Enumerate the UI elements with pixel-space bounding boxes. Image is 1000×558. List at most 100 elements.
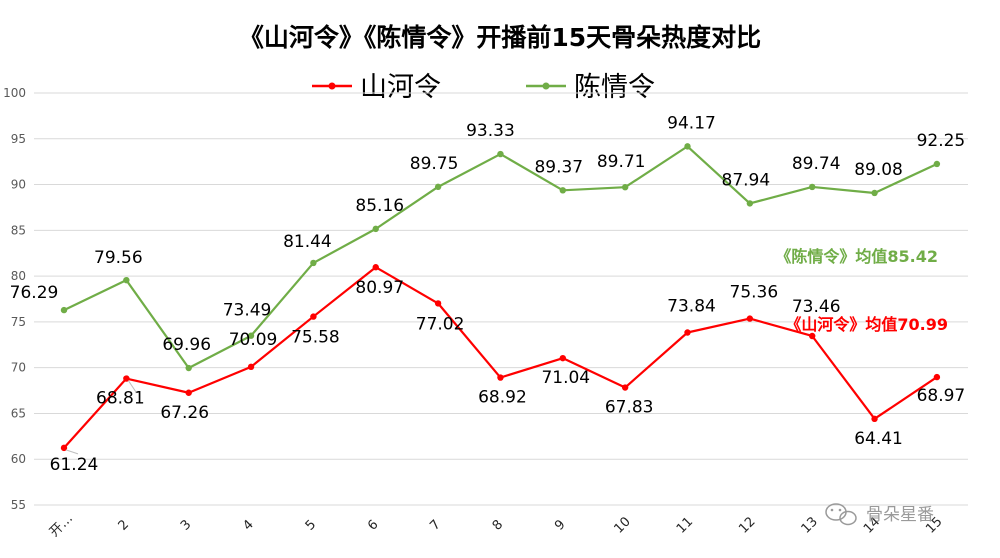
x-tick-label: 7 [427, 517, 443, 533]
data-label: 92.25 [917, 131, 966, 151]
data-label: 76.29 [10, 283, 59, 303]
data-label: 89.75 [410, 154, 459, 174]
data-label: 77.02 [416, 314, 465, 334]
legend-marker-shanheling [328, 82, 336, 90]
y-tick-label: 95 [11, 132, 26, 146]
chart-title: 《山河令》《陈情令》开播前15天骨朵热度对比 [239, 23, 761, 52]
data-point [497, 374, 504, 381]
leader-line [65, 449, 79, 455]
data-point [123, 276, 130, 284]
data-label: 71.04 [541, 368, 590, 388]
y-tick-label: 70 [11, 361, 26, 375]
data-label: 73.46 [792, 297, 841, 317]
leader-line [127, 380, 137, 393]
data-label: 75.36 [730, 283, 779, 303]
data-point [871, 415, 878, 423]
x-axis: 开… 2 3 4 5 6 7 8 9 10 11 12 13 14 15 [47, 511, 946, 540]
data-point [871, 189, 878, 197]
data-point [372, 264, 379, 271]
data-label: 94.17 [667, 113, 716, 133]
y-tick-label: 75 [11, 315, 26, 329]
average-label-chenqingling: 《陈情令》均值85.42 [775, 247, 938, 266]
data-point [746, 200, 754, 207]
watermark-text: 骨朵星番 [866, 505, 934, 525]
data-point [621, 184, 629, 191]
data-point [559, 187, 566, 194]
data-point [60, 306, 68, 314]
data-point [434, 183, 442, 191]
data-point [185, 364, 192, 372]
data-label: 67.26 [160, 403, 209, 423]
legend-label-shanheling: 山河令 [360, 72, 441, 103]
series-lines [60, 143, 941, 452]
x-tick-label: 开… [47, 511, 76, 540]
data-label: 68.97 [917, 386, 966, 406]
data-label: 87.94 [722, 170, 771, 190]
data-point [621, 384, 629, 391]
legend: 山河令 陈情令 [312, 72, 655, 103]
data-label: 67.83 [605, 398, 654, 418]
y-tick-label: 60 [11, 452, 26, 466]
data-label: 80.97 [355, 278, 404, 298]
data-label: 79.56 [94, 248, 143, 268]
legend-label-chenqingling: 陈情令 [574, 72, 655, 103]
data-label: 61.24 [50, 455, 99, 475]
data-point [247, 363, 255, 371]
data-label: 75.58 [291, 328, 340, 348]
y-tick-label: 90 [11, 178, 26, 192]
data-label: 68.92 [478, 388, 527, 408]
y-tick-label: 55 [11, 498, 26, 512]
data-label: 89.74 [792, 154, 841, 174]
wechat-icon [825, 503, 857, 526]
x-tick-label: 12 [736, 514, 758, 536]
x-tick-label: 4 [240, 517, 256, 533]
y-tick-label: 85 [11, 223, 26, 237]
data-point [310, 259, 317, 267]
data-point [310, 313, 317, 320]
x-tick-label: 6 [365, 517, 381, 533]
x-tick-label: 5 [303, 517, 319, 533]
data-point [185, 389, 192, 396]
data-label: 89.08 [854, 160, 903, 180]
data-point [809, 183, 816, 191]
legend-marker-chenqingling [542, 82, 550, 90]
data-label: 93.33 [466, 121, 515, 141]
data-label: 70.09 [229, 330, 278, 350]
data-point [684, 143, 691, 150]
y-tick-label: 65 [11, 406, 26, 420]
data-point [372, 225, 379, 233]
data-label: 89.71 [597, 152, 646, 172]
x-tick-label: 8 [490, 517, 506, 533]
watermark: 骨朵星番 [825, 503, 934, 526]
data-point [933, 160, 941, 168]
data-label: 64.41 [854, 429, 903, 449]
data-point [60, 444, 68, 452]
data-label: 89.37 [534, 157, 583, 177]
x-tick-label: 9 [552, 517, 568, 533]
data-point [434, 300, 442, 307]
data-point [247, 332, 255, 339]
data-point [123, 375, 130, 382]
data-point [559, 354, 566, 362]
data-label: 85.16 [355, 196, 404, 216]
data-point [497, 150, 504, 158]
data-label: 68.81 [96, 389, 145, 409]
data-labels: 61.24 68.81 67.26 70.09 75.58 80.97 77.02 68.92… [10, 113, 966, 474]
x-tick-label: 11 [674, 514, 696, 536]
data-label: 73.84 [667, 297, 716, 317]
data-point [746, 315, 754, 322]
average-label-shanheling: 《山河令》均值70.99 [785, 315, 948, 334]
x-tick-label: 3 [178, 517, 194, 533]
data-label: 73.49 [223, 301, 272, 321]
x-tick-label: 13 [799, 514, 821, 536]
data-label: 69.96 [162, 335, 211, 355]
data-label: 81.44 [283, 232, 332, 252]
data-point [684, 329, 691, 336]
x-tick-label: 10 [612, 514, 634, 536]
y-tick-label: 80 [11, 269, 26, 283]
data-point [809, 332, 816, 340]
x-tick-label: 2 [116, 517, 132, 533]
y-axis: 55 60 65 70 75 80 85 90 95 100 [3, 86, 26, 512]
y-tick-label: 100 [3, 86, 26, 100]
